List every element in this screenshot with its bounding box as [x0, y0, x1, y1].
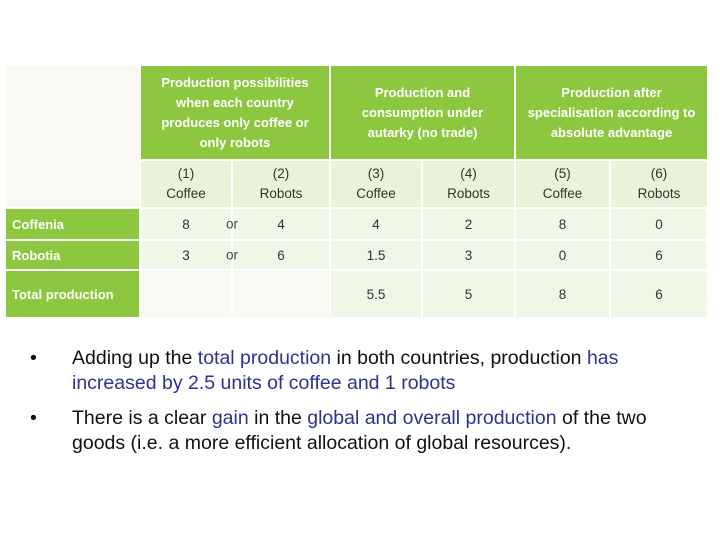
- text-run: There is a clear: [72, 407, 212, 429]
- column-group-text: Production and consumption under autarky…: [361, 84, 484, 140]
- table: Production possibilities when each count…: [5, 65, 708, 318]
- data-cell: 5.5: [330, 270, 422, 318]
- data-cell: 3: [422, 240, 515, 270]
- column-header: (1) Coffee: [140, 160, 232, 208]
- data-cell: 4: [330, 208, 422, 240]
- column-header: (3) Coffee: [330, 160, 422, 208]
- column-name: Robots: [259, 186, 303, 201]
- bullet-list: Adding up the total production in both c…: [30, 346, 695, 466]
- column-group-header: Production possibilities when each count…: [140, 65, 330, 160]
- bullet-item: There is a clear gain in the global and …: [30, 406, 695, 456]
- row-label-text: Robotia: [12, 247, 61, 263]
- column-name: Coffee: [356, 186, 396, 201]
- column-number: (3): [367, 166, 385, 181]
- column-group-header: Production and consumption under autarky…: [330, 65, 515, 160]
- data-cell: 5: [422, 270, 515, 318]
- column-group-text: Production possibilities when each count…: [161, 74, 309, 150]
- highlighted-text: total production: [197, 347, 332, 369]
- separator: or: [225, 216, 239, 232]
- data-cell: 4: [232, 208, 330, 240]
- cell-value: 4: [372, 216, 380, 232]
- cell-value: 2: [464, 216, 473, 232]
- row-label: Total production: [5, 270, 140, 318]
- data-cell: 6: [232, 240, 330, 270]
- column-header: (6) Robots: [610, 160, 708, 208]
- column-number: (1): [177, 166, 195, 181]
- column-name: Robots: [637, 186, 681, 201]
- data-cell: 6: [610, 270, 708, 318]
- data-cell: 8: [140, 208, 232, 240]
- data-cell: 0: [610, 208, 708, 240]
- row-label: Coffenia: [5, 208, 140, 240]
- data-cell: 0: [515, 240, 610, 270]
- cell-value: 3: [464, 247, 473, 263]
- cell-value: 6: [655, 286, 663, 302]
- cell-value: 0: [655, 216, 663, 232]
- cell-value: 3: [182, 247, 190, 263]
- column-name: Robots: [447, 186, 490, 201]
- cell-value: 4: [277, 216, 285, 232]
- data-cell: [232, 270, 330, 318]
- highlighted-text: has increased by 2.5 units of coffee and…: [72, 347, 619, 394]
- cell-value: 6: [655, 247, 663, 263]
- row-label: Robotia: [5, 240, 140, 270]
- column-number: (4): [460, 166, 477, 181]
- separator: or: [225, 247, 239, 263]
- corner-cell: [5, 65, 140, 208]
- highlighted-text: gain: [211, 407, 249, 429]
- cell-value: 8: [558, 216, 567, 232]
- text-run: in both countries, production: [331, 347, 587, 369]
- text-run: Adding up the: [72, 347, 198, 369]
- text-run: of the two goods (i.e. a more efficient …: [72, 407, 647, 454]
- column-group-text: Production after specialisation accordin…: [527, 84, 696, 140]
- cell-value: 1.5: [366, 247, 386, 263]
- data-cell: [140, 270, 232, 318]
- data-cell: 6: [610, 240, 708, 270]
- cell-value: 5.5: [366, 286, 386, 302]
- text-run: in the: [248, 407, 308, 429]
- row-label-text: Total production: [12, 286, 114, 302]
- bullet-item: Adding up the total production in both c…: [30, 346, 695, 396]
- column-group-header: Production after specialisation accordin…: [515, 65, 708, 160]
- row-label-text: Coffenia: [12, 216, 64, 232]
- column-number: (6): [650, 166, 668, 181]
- data-cell: 8: [515, 270, 610, 318]
- column-header: (4) Robots: [422, 160, 515, 208]
- cell-value: 8: [182, 216, 190, 232]
- data-cell: 1.5: [330, 240, 422, 270]
- column-header: (5) Coffee: [515, 160, 610, 208]
- cell-value: 5: [464, 286, 473, 302]
- data-cell: 2: [422, 208, 515, 240]
- cell-value: 8: [558, 286, 567, 302]
- highlighted-text: global and overall production: [307, 407, 557, 429]
- column-number: (5): [554, 166, 571, 181]
- column-name: Coffee: [166, 186, 206, 201]
- data-cell: 8: [515, 208, 610, 240]
- data-cell: 3: [140, 240, 232, 270]
- cell-value: 6: [277, 247, 285, 263]
- column-header: (2) Robots: [232, 160, 330, 208]
- cell-value: 0: [558, 247, 567, 263]
- column-number: (2): [272, 166, 290, 181]
- column-name: Coffee: [542, 186, 583, 201]
